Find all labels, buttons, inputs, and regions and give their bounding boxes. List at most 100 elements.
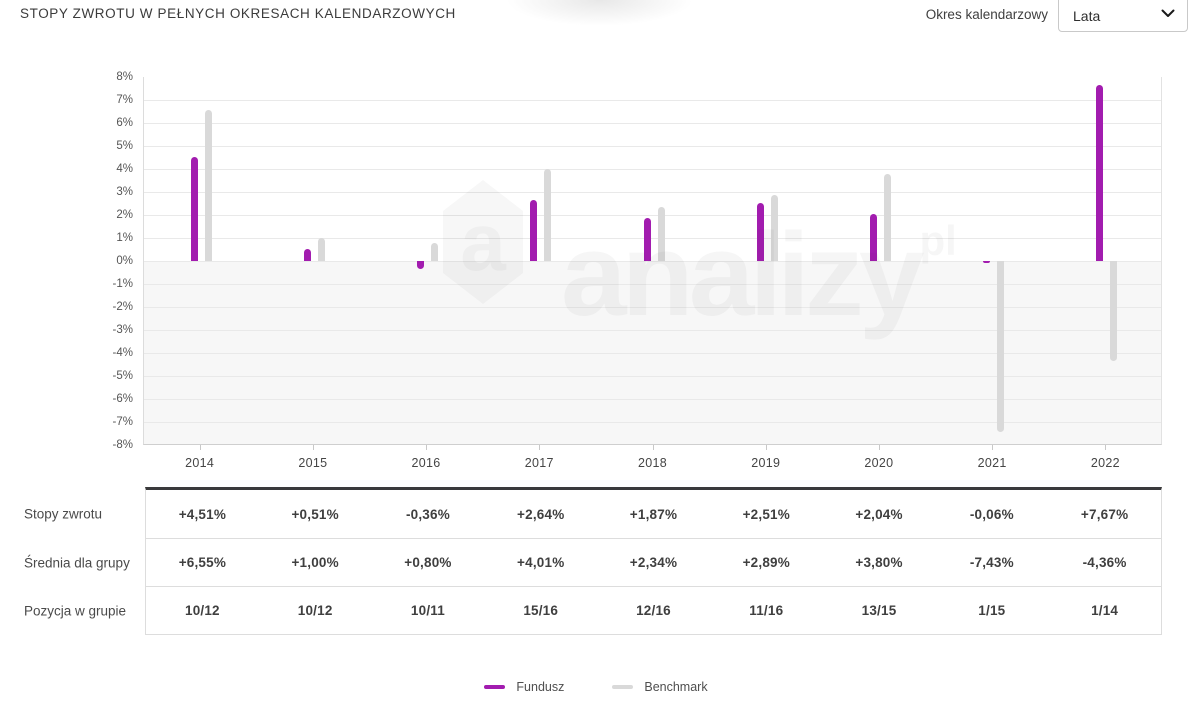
x-axis-label: 2019	[751, 456, 781, 470]
y-axis-label: 4%	[116, 163, 133, 175]
legend-label: Fundusz	[516, 680, 565, 694]
fund-bar-2014	[190, 157, 198, 261]
table-cell: 1/15	[978, 603, 1006, 618]
table-cell: +4,01%	[517, 555, 565, 570]
table-cell: 13/15	[861, 603, 897, 618]
table-row-label: Pozycja w grupie	[24, 603, 127, 618]
y-axis-label: -3%	[112, 324, 133, 336]
y-axis-label: -4%	[112, 347, 133, 359]
negative-zone	[144, 261, 1161, 444]
x-axis-label: 2018	[637, 456, 667, 470]
chart-legend: Fundusz Benchmark	[0, 680, 1192, 694]
y-axis-label: -7%	[112, 416, 133, 428]
bar-chart-plot-area	[143, 77, 1162, 445]
fund-bar-2015	[303, 249, 311, 261]
gridline	[144, 376, 1161, 377]
gridline	[144, 284, 1161, 285]
benchmark-bar-2014	[204, 110, 212, 261]
x-axis-label: 2015	[298, 456, 328, 470]
table-cell: +0,51%	[291, 506, 339, 522]
x-tick	[426, 445, 428, 450]
table-row: Średnia dla grupy +6,55% +1,00% +0,80% +4,01…	[24, 538, 1161, 586]
table-cell: +0,80%	[404, 555, 452, 570]
y-axis-label: -1%	[112, 278, 133, 290]
period-select-value: Lata	[1073, 8, 1101, 24]
y-axis-label: -5%	[112, 370, 133, 382]
table-cell: 11/16	[749, 603, 784, 618]
gridline	[144, 100, 1161, 101]
legend-swatch-icon	[484, 685, 506, 689]
table-cell: 12/16	[636, 603, 671, 618]
x-tick	[878, 445, 880, 450]
y-axis-label: 3%	[116, 186, 133, 198]
table-cell: +7,67%	[1080, 506, 1129, 522]
fund-bar-2020	[869, 214, 877, 261]
table-cell: -0,36%	[405, 506, 450, 522]
table-cell: 1/14	[1091, 603, 1119, 618]
benchmark-bar-2020	[883, 173, 891, 261]
gridline	[144, 422, 1161, 423]
period-select[interactable]: Lata	[1058, 0, 1188, 32]
x-tick	[539, 445, 541, 450]
table-cell: +6,55%	[178, 555, 227, 570]
table-cell: +1,00%	[291, 555, 339, 570]
blurred-element	[488, 0, 703, 30]
table-cell: 10/12	[297, 603, 333, 618]
x-tick	[765, 445, 767, 450]
x-axis-label: 2021	[977, 456, 1007, 470]
x-axis-label: 2014	[185, 456, 215, 470]
table-cell: 10/11	[410, 603, 445, 618]
table-cell: +1,87%	[629, 506, 678, 522]
table-cell: +4,51%	[178, 506, 227, 522]
fund-bar-2021	[983, 261, 991, 263]
table-cell: -7,43%	[969, 555, 1014, 570]
table-cell: +2,64%	[517, 506, 565, 522]
x-axis-label: 2017	[524, 456, 554, 470]
table-cell: 15/16	[523, 603, 559, 618]
x-tick	[312, 445, 314, 450]
x-tick	[652, 445, 654, 450]
table-cell: +2,34%	[629, 555, 678, 570]
x-axis-label: 2022	[1090, 456, 1120, 470]
y-axis-label: -8%	[112, 439, 133, 451]
table-cell: +2,89%	[742, 555, 790, 570]
benchmark-bar-2017	[544, 168, 552, 261]
gridline	[144, 192, 1161, 193]
x-tick	[992, 445, 994, 450]
table-cell: +2,51%	[742, 506, 790, 522]
period-select-label: Okres kalendarzowy	[925, 7, 1048, 22]
page-title: STOPY ZWROTU W PEŁNYCH OKRESACH KALENDAR…	[20, 6, 456, 21]
table-row: Pozycja w grupie 10/12 10/12 10/11 15/16 12/1…	[24, 586, 1161, 634]
y-axis-label: 7%	[116, 94, 133, 106]
table-cell: -0,06%	[969, 506, 1014, 522]
gridline	[144, 169, 1161, 170]
fund-bar-2018	[643, 217, 651, 261]
x-tick	[199, 445, 201, 450]
y-axis-label: 5%	[116, 140, 133, 152]
y-axis-label: 1%	[116, 232, 133, 244]
benchmark-bar-2015	[317, 238, 325, 261]
gridline	[144, 399, 1161, 400]
benchmark-bar-2022	[1110, 261, 1118, 362]
gridline	[144, 330, 1161, 331]
chevron-down-icon	[1161, 6, 1175, 24]
legend-item-fundusz[interactable]: Fundusz	[484, 680, 564, 694]
table-cell: 10/12	[184, 603, 220, 618]
y-axis-label: 0%	[116, 255, 133, 267]
benchmark-bar-2021	[997, 261, 1005, 432]
table-cell: +2,04%	[855, 506, 903, 522]
benchmark-bar-2019	[770, 194, 778, 261]
gridline	[144, 146, 1161, 147]
y-axis-label: -6%	[112, 393, 133, 405]
y-axis-label: -2%	[112, 301, 133, 313]
returns-table: Stopy zwrotu +4,51% +0,51% -0,36% +2,64% +1,8…	[24, 487, 1162, 635]
x-axis-label: 2016	[411, 456, 441, 470]
x-tick	[1105, 445, 1107, 450]
gridline	[144, 261, 1161, 262]
y-axis-label: 6%	[116, 117, 133, 129]
gridline	[144, 123, 1161, 124]
legend-item-benchmark[interactable]: Benchmark	[612, 680, 708, 694]
y-axis-label: 8%	[116, 71, 133, 83]
x-axis-label: 2020	[864, 456, 894, 470]
